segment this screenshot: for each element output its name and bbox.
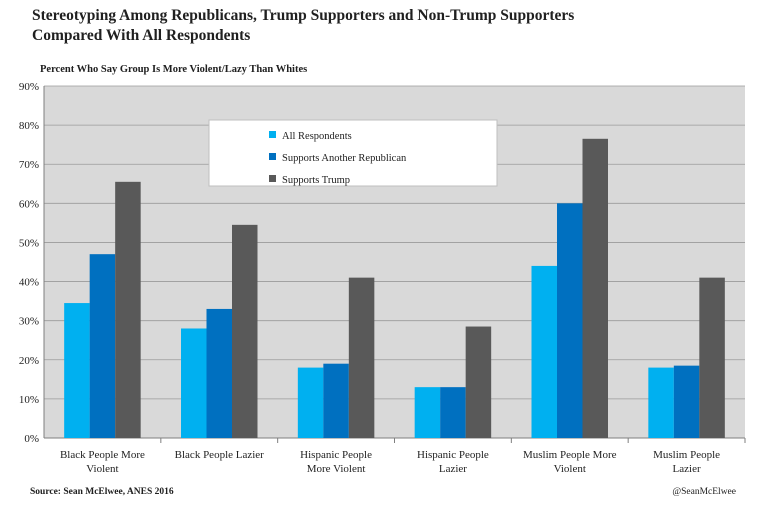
y-tick-label: 20% bbox=[19, 355, 39, 367]
legend-label: All Respondents bbox=[282, 131, 352, 142]
x-category-label: Black People More bbox=[60, 449, 145, 461]
legend-swatch bbox=[269, 153, 276, 160]
bar bbox=[440, 387, 466, 438]
bar bbox=[465, 326, 492, 438]
x-category-label: Lazier bbox=[673, 463, 701, 475]
y-tick-label: 90% bbox=[19, 81, 39, 93]
bar bbox=[414, 387, 441, 438]
x-category-label: Hispanic People bbox=[417, 449, 489, 461]
legend-swatch bbox=[269, 175, 276, 182]
y-tick-label: 50% bbox=[19, 237, 39, 249]
bar bbox=[115, 181, 141, 439]
chart-title: Stereotyping Among Republicans, Trump Su… bbox=[32, 6, 752, 46]
bar bbox=[64, 303, 90, 438]
y-tick-label: 40% bbox=[19, 277, 39, 289]
legend-label: Supports Trump bbox=[282, 175, 350, 186]
x-category-label: More Violent bbox=[307, 463, 366, 475]
chart-title-line-2: Compared With All Respondents bbox=[32, 27, 251, 44]
bar bbox=[699, 277, 725, 438]
y-tick-label: 30% bbox=[19, 316, 39, 328]
bar bbox=[348, 277, 375, 438]
bar bbox=[206, 308, 232, 438]
bar bbox=[531, 265, 557, 438]
legend-label: Supports Another Republican bbox=[282, 153, 407, 164]
bar bbox=[557, 203, 583, 438]
x-category-label: Hispanic People bbox=[300, 449, 372, 461]
y-tick-label: 80% bbox=[19, 120, 39, 132]
bar bbox=[323, 363, 349, 438]
y-tick-label: 0% bbox=[24, 433, 39, 445]
bar bbox=[232, 224, 258, 438]
x-category-label: Lazier bbox=[439, 463, 467, 475]
x-category-label: Black People Lazier bbox=[175, 449, 265, 461]
y-tick-label: 10% bbox=[19, 394, 39, 406]
bar bbox=[89, 254, 116, 438]
source-note: Source: Sean McElwee, ANES 2016 bbox=[30, 487, 174, 497]
chart-subtitle: Percent Who Say Group Is More Violent/La… bbox=[40, 64, 308, 75]
legend-box bbox=[208, 119, 498, 187]
x-category-label: Muslim People bbox=[653, 449, 720, 461]
bar bbox=[582, 138, 608, 439]
x-category-label: Muslim People More bbox=[523, 449, 617, 461]
bar bbox=[648, 367, 674, 438]
bar bbox=[181, 328, 207, 438]
x-category-label: Violent bbox=[554, 463, 586, 475]
y-tick-label: 70% bbox=[19, 159, 39, 171]
chart-title-line-1: Stereotyping Among Republicans, Trump Su… bbox=[32, 7, 575, 24]
bar bbox=[673, 365, 700, 438]
author-handle: @SeanMcElwee bbox=[672, 487, 736, 497]
x-category-label: Violent bbox=[86, 463, 118, 475]
y-tick-label: 60% bbox=[19, 198, 39, 210]
legend-swatch bbox=[269, 131, 276, 138]
bar bbox=[297, 367, 324, 438]
